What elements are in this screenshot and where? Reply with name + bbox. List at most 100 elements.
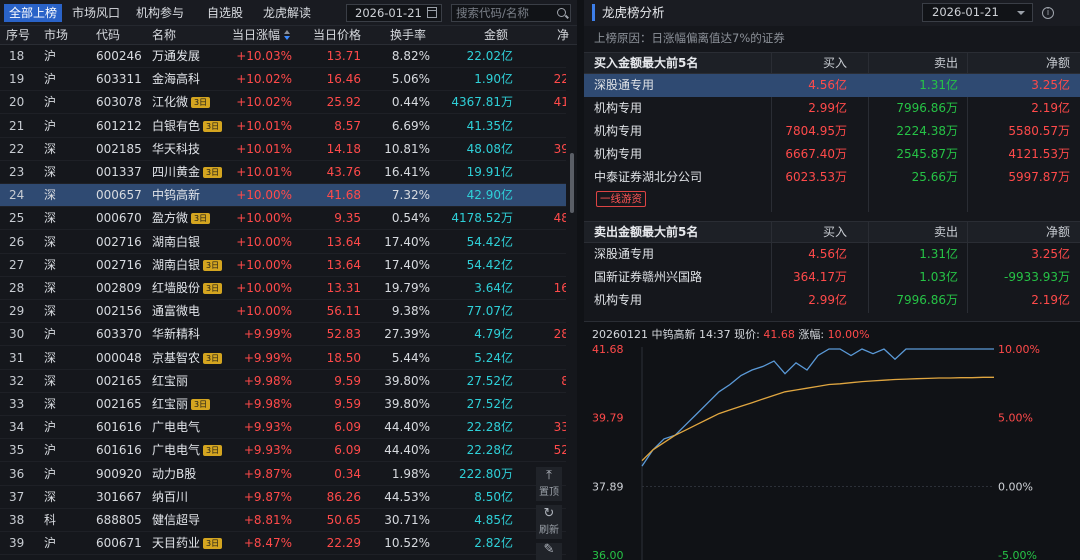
average-price-line xyxy=(641,376,994,462)
seat-row[interactable]: 中泰证券湖北分公司 6023.53万 25.66万 5997.87万 xyxy=(584,166,1080,189)
sell-section-title: 卖出金额最大前5名 xyxy=(594,225,699,239)
seat-buy: 2.99亿 xyxy=(808,293,847,307)
tab-market-trend[interactable]: 市场风口 xyxy=(72,6,121,20)
table-row[interactable]: 31 深 000048 京基智农 3日 +9.99% 18.50 5.44% 5.24亿 xyxy=(0,347,577,370)
info-icon[interactable]: i xyxy=(1042,7,1054,19)
table-row[interactable]: 35沪601616广电电气3日+9.93%6.0944.40%22.28亿521… xyxy=(0,439,577,463)
row-name: 红墙股份 3日 xyxy=(152,277,230,300)
row-name: 广电电气 xyxy=(152,416,230,439)
search-input[interactable] xyxy=(451,4,571,22)
row-amount: 5.24亿 xyxy=(474,350,513,365)
row-market: 沪 xyxy=(44,118,57,133)
row-market: 深 xyxy=(44,257,57,272)
row-index: 23 xyxy=(9,165,25,179)
table-row[interactable]: 37 深 301667 纳百川 +9.87% 86.26 44.53% 8.50亿 xyxy=(0,486,577,509)
search-icon[interactable] xyxy=(557,8,566,17)
table-row[interactable]: 25深000670盈方微3日+10.00%9.350.54%4178.52万48… xyxy=(0,207,577,231)
row-amount: 3.64亿 xyxy=(474,281,513,295)
row-turnover: 39.80% xyxy=(384,373,430,388)
row-price: 9.35 xyxy=(334,211,361,226)
seat-row[interactable]: 深股通专用 4.56亿 1.31亿 3.25亿 xyxy=(584,243,1080,266)
seat-row[interactable]: 机构专用 2.99亿 7996.86万 2.19亿 xyxy=(584,289,1080,312)
row-change: +10.01% xyxy=(236,118,292,133)
row-amount: 48.08亿 xyxy=(466,141,513,156)
sort-icon[interactable] xyxy=(284,30,291,40)
tab-interpretation[interactable]: 龙虎解读 xyxy=(263,6,312,20)
row-change: +10.00% xyxy=(236,188,292,203)
row-turnover: 9.38% xyxy=(391,304,430,319)
row-code: 601616 xyxy=(96,420,142,435)
intraday-chart[interactable]: 41.68 10.00% 39.79 5.00% 37.89 0.00% 36.00 -5.0… xyxy=(584,321,1080,560)
row-code: 002165 xyxy=(96,397,142,411)
scrollbar-thumb[interactable] xyxy=(570,153,574,213)
table-header: 序号 市场 代码 名称 当日涨幅 当日价格 换手率 金额 净 xyxy=(0,26,577,45)
edit-button[interactable]: ✎ xyxy=(536,543,562,560)
row-price: 13.31 xyxy=(326,281,361,295)
table-row[interactable]: 28深002809红墙股份3日+10.00%13.3119.79%3.64亿16… xyxy=(0,277,577,300)
date-picker[interactable]: 2026-01-21 xyxy=(346,4,442,22)
row-index: 30 xyxy=(9,327,25,342)
col-header-turnover[interactable]: 换手率 xyxy=(390,28,427,42)
seat-net: 3.25亿 xyxy=(1031,78,1070,92)
sell-col-buy: 买入 xyxy=(822,225,847,239)
tab-institution[interactable]: 机构参与 xyxy=(136,6,185,20)
arrow-up-icon: ⤒ xyxy=(546,468,552,483)
seat-row[interactable]: 机构专用 7804.95万 2224.38万 5580.57万 xyxy=(584,120,1080,143)
seat-row[interactable]: 机构专用 2.99亿 7996.86万 2.19亿 xyxy=(584,97,1080,120)
chart-right-tick: 0.00% xyxy=(998,480,1033,493)
col-header-name[interactable]: 名称 xyxy=(152,28,177,42)
seat-row[interactable]: 国新证券赣州兴国路 364.17万 1.03亿 -9933.93万 xyxy=(584,266,1080,289)
col-header-code[interactable]: 代码 xyxy=(96,28,121,42)
col-header-amount[interactable]: 金额 xyxy=(484,28,509,42)
row-name: 红宝丽 3日 xyxy=(152,393,230,416)
row-market: 深 xyxy=(44,373,57,388)
row-price: 43.76 xyxy=(326,165,361,179)
table-row[interactable]: 20沪603078江化微3日+10.02%25.920.44%4367.81万4… xyxy=(0,91,577,115)
col-header-index[interactable]: 序号 xyxy=(6,28,31,42)
refresh-button[interactable]: ↻ 刷新 xyxy=(536,505,562,539)
table-scrollbar[interactable] xyxy=(566,45,577,560)
scroll-top-button[interactable]: ⤒ 置顶 xyxy=(536,467,562,501)
row-amount: 2.82亿 xyxy=(474,536,513,551)
hot-money-badge[interactable]: 一线游资 xyxy=(596,191,646,207)
seat-sell: 2545.87万 xyxy=(896,147,958,161)
analysis-date-select[interactable]: 2026-01-21 xyxy=(922,3,1033,22)
row-turnover: 8.82% xyxy=(391,49,430,63)
sell-top5-section: 卖出金额最大前5名 买入 卖出 净额 深股通专用 4.56亿 1.31亿 3.25亿国… xyxy=(584,221,1080,313)
table-row[interactable]: 23深001337四川黄金3日+10.01%43.7616.41%19.91亿-… xyxy=(0,161,577,184)
col-header-market[interactable]: 市场 xyxy=(44,28,69,42)
row-amount: 41.35亿 xyxy=(466,118,513,133)
col-header-net[interactable]: 净 xyxy=(557,28,570,42)
row-index: 37 xyxy=(9,489,25,504)
analysis-header: 龙虎榜分析 2026-01-21 i xyxy=(584,0,1080,26)
col-header-change[interactable]: 当日涨幅 xyxy=(232,26,291,45)
row-amount: 4178.52万 xyxy=(451,211,513,226)
row-code: 301667 xyxy=(96,489,142,504)
seat-row[interactable]: 机构专用 6667.40万 2545.87万 4121.53万 xyxy=(584,143,1080,166)
tab-watchlist[interactable]: 自选股 xyxy=(207,6,244,20)
col-header-price[interactable]: 当日价格 xyxy=(313,28,362,42)
seat-row[interactable]: 深股通专用 4.56亿 1.31亿 3.25亿 xyxy=(584,74,1080,97)
table-row[interactable]: 36 沪 900920 动力B股 +9.87% 0.34 1.98% 222.80万 xyxy=(0,463,577,486)
chart-right-tick: 10.00% xyxy=(998,343,1040,356)
row-market: 深 xyxy=(44,489,57,504)
chart-header: 20260121 中钨高新 14:37 现价: 41.68 涨幅: 10.00% xyxy=(592,326,870,342)
seat-net: 3.25亿 xyxy=(1031,247,1070,261)
table-row[interactable]: 27深002716湖南白银3日+10.00%13.6417.40%54.42亿-… xyxy=(0,254,577,277)
table-row[interactable]: 39 沪 600671 天目药业 3日 +8.47% 22.29 10.52% 2.82亿 xyxy=(0,532,577,556)
tab-all-listed[interactable]: 全部上榜 xyxy=(4,4,63,22)
table-row[interactable]: 22深002185华天科技+10.01%14.1810.81%48.08亿399… xyxy=(0,138,577,161)
row-code: 600246 xyxy=(96,49,142,63)
seat-sell: 7996.86万 xyxy=(896,101,958,115)
table-row[interactable]: 38 科 688805 健信超导 +8.81% 50.65 30.71% 4.85亿 xyxy=(0,509,577,532)
